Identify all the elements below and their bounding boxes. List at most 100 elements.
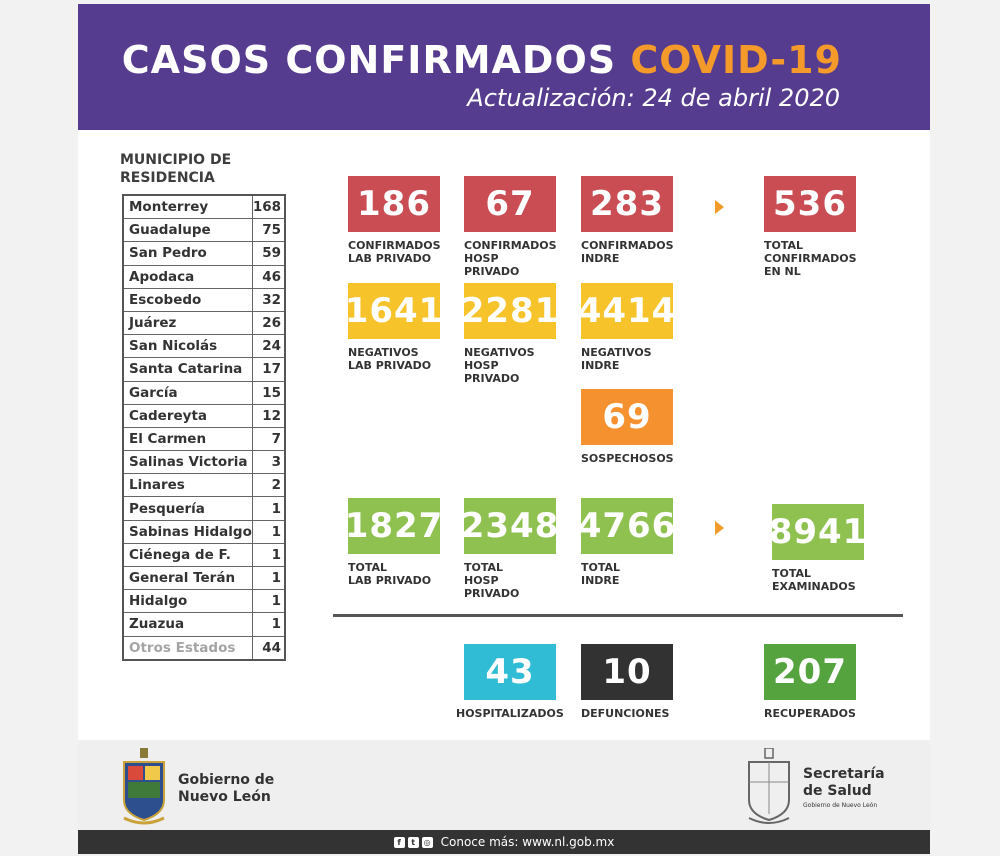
municipio-name: Cadereyta (122, 403, 253, 428)
municipio-name: Linares (122, 473, 253, 498)
title-accent: COVID-19 (630, 38, 842, 82)
municipio-row: Escobedo 32 (122, 287, 286, 312)
municipio-row: Otros Estados 44 (122, 635, 286, 661)
instagram-icon[interactable]: ◎ (421, 836, 433, 848)
salud-title: Secretaría de Salud (803, 766, 885, 799)
arrow-right-icon (715, 521, 724, 535)
stat-total-lab: 1827 TOTAL LAB PRIVADO (345, 498, 442, 587)
stat-hospitalizados: 43 HOSPITALIZADOS (456, 644, 564, 720)
social-icons: f t ◎ (393, 836, 433, 848)
stat-label: CONFIRMADOS INDRE (581, 239, 674, 265)
stat-value: 4766 (578, 498, 675, 554)
municipio-table: Monterrey 168 Guadalupe 75 San Pedro 59 Apodac… (122, 194, 287, 661)
stat-value: 43 (464, 644, 556, 700)
municipio-name: Monterrey (122, 194, 253, 220)
stat-confirmados-indre: 283 CONFIRMADOS INDRE (581, 176, 674, 265)
stat-negativos-lab: 1641 NEGATIVOS LAB PRIVADO (345, 283, 442, 372)
municipio-row: Sabinas Hidalgo 1 (122, 519, 286, 544)
stat-label: NEGATIVOS LAB PRIVADO (348, 346, 432, 372)
stat-negativos-indre: 4414 NEGATIVOS INDRE (578, 283, 675, 372)
nuevo-leon-coat-of-arms-icon (123, 748, 165, 825)
municipio-count: 46 (251, 264, 286, 289)
stat-value: 69 (581, 389, 673, 445)
municipio-name: García (122, 380, 253, 405)
stat-value: 2281 (461, 283, 558, 339)
stat-label: TOTAL INDRE (581, 561, 621, 587)
municipio-name: Escobedo (122, 287, 253, 312)
municipio-row: Ciénega de F. 1 (122, 542, 286, 568)
municipio-row: Zuazua 1 (122, 612, 286, 637)
municipio-name: San Pedro (122, 241, 253, 266)
municipio-count: 12 (251, 403, 286, 428)
twitter-icon[interactable]: t (407, 836, 419, 848)
municipio-row: Cadereyta 12 (122, 403, 286, 428)
facebook-icon[interactable]: f (393, 836, 405, 848)
footer-bar: f t ◎ Conoce más: www.nl.gob.mx (78, 830, 930, 854)
municipio-row: San Pedro 59 (122, 241, 286, 266)
municipio-count: 59 (251, 241, 286, 266)
website-link[interactable]: Conoce más: www.nl.gob.mx (440, 835, 615, 849)
municipio-name: El Carmen (122, 426, 253, 452)
stat-value: 283 (581, 176, 673, 232)
stat-value: 207 (764, 644, 856, 700)
arrow-right-icon (715, 200, 724, 214)
municipio-count: 1 (251, 565, 286, 591)
stat-confirmados-lab: 186 CONFIRMADOS LAB PRIVADO (348, 176, 441, 265)
page-title: CASOS CONFIRMADOS COVID-19 (122, 38, 842, 82)
municipio-row: Monterrey 168 (122, 194, 286, 220)
municipio-row: Linares 2 (122, 473, 286, 498)
stat-value: 2348 (461, 498, 558, 554)
stat-value: 8941 (769, 504, 866, 560)
stat-total-confirmados: 536 TOTAL CONFIRMADOS EN NL (764, 176, 857, 278)
stat-value: 536 (764, 176, 856, 232)
stat-recuperados: 207 RECUPERADOS (764, 644, 856, 720)
municipio-count: 2 (251, 473, 286, 498)
stat-value: 67 (464, 176, 556, 232)
municipio-name: Zuazua (122, 612, 253, 637)
municipio-row: Salinas Victoria 3 (122, 450, 286, 475)
municipio-count: 26 (251, 310, 286, 336)
municipio-row: Apodaca 46 (122, 264, 286, 289)
gobierno-nuevo-leon-label: Gobierno de Nuevo León (178, 772, 275, 805)
municipio-name: Salinas Victoria (122, 450, 253, 475)
stat-value: 1827 (345, 498, 442, 554)
municipio-row: Pesquería 1 (122, 496, 286, 521)
stat-label: TOTAL CONFIRMADOS EN NL (764, 239, 857, 278)
stat-sospechosos: 69 SOSPECHOSOS (581, 389, 674, 465)
municipio-row: García 15 (122, 380, 286, 405)
municipio-count: 168 (251, 194, 286, 220)
municipio-name: Guadalupe (122, 218, 253, 243)
stat-label: HOSPITALIZADOS (456, 707, 564, 720)
stat-value: 4414 (578, 283, 675, 339)
update-date: Actualización: 24 de abril 2020 (467, 84, 840, 112)
stat-negativos-hosp: 2281 NEGATIVOS HOSP PRIVADO (461, 283, 558, 385)
title-main: CASOS CONFIRMADOS (121, 38, 631, 82)
stat-value: 10 (581, 644, 673, 700)
municipio-name: San Nicolás (122, 334, 253, 359)
municipio-count: 32 (251, 287, 286, 312)
municipio-row: Santa Catarina 17 (122, 357, 286, 382)
municipio-name: Hidalgo (122, 589, 253, 614)
municipio-name: Juárez (122, 310, 253, 336)
stat-label: SOSPECHOSOS (581, 452, 674, 465)
stat-label: NEGATIVOS INDRE (581, 346, 652, 372)
municipio-count: 17 (251, 357, 286, 382)
municipio-count: 15 (251, 380, 286, 405)
municipio-count: 44 (251, 635, 286, 661)
municipio-count: 1 (251, 519, 286, 544)
stat-label: TOTAL HOSP PRIVADO (464, 561, 520, 600)
municipio-count: 1 (251, 496, 286, 521)
stat-defunciones: 10 DEFUNCIONES (581, 644, 673, 720)
municipio-name: Ciénega de F. (122, 542, 253, 568)
infographic-card: CASOS CONFIRMADOS COVID-19 Actualización… (78, 4, 930, 854)
municipio-name: Otros Estados (122, 635, 253, 661)
municipio-row: Hidalgo 1 (122, 589, 286, 614)
stat-total-examinados: 8941 TOTAL EXAMINADOS (769, 504, 866, 593)
municipio-row: El Carmen 7 (122, 426, 286, 452)
municipio-count: 1 (251, 542, 286, 568)
municipio-row: Guadalupe 75 (122, 218, 286, 243)
stat-total-indre: 4766 TOTAL INDRE (578, 498, 675, 587)
municipio-heading: MUNICIPIO DE RESIDENCIA (120, 152, 232, 186)
municipio-count: 1 (251, 589, 286, 614)
municipio-count: 75 (251, 218, 286, 243)
